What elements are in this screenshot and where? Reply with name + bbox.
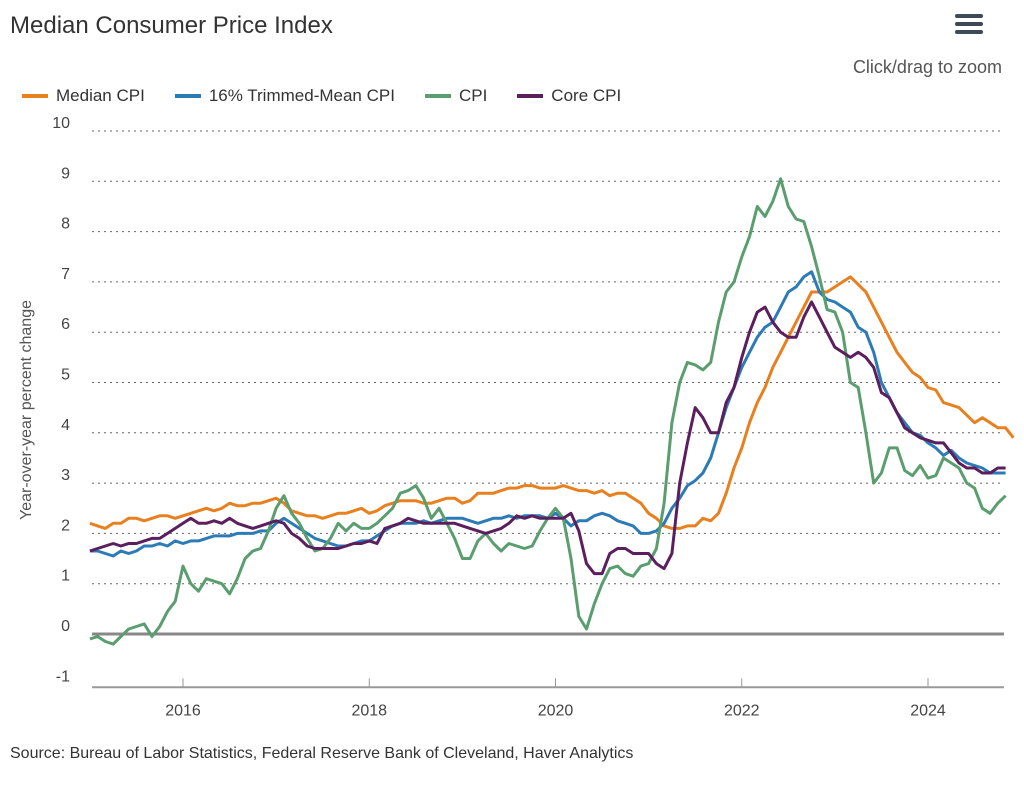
chart-menu-button[interactable] bbox=[955, 14, 983, 38]
chart-legend: Median CPI 16% Trimmed-Mean CPI CPI Core… bbox=[22, 86, 621, 106]
legend-swatch bbox=[22, 94, 48, 98]
hamburger-menu-icon-bar bbox=[955, 30, 983, 34]
hamburger-menu-icon bbox=[955, 14, 983, 18]
x-tick-label: 2022 bbox=[724, 702, 760, 719]
y-tick-label: 9 bbox=[61, 165, 70, 182]
series-core-cpi[interactable] bbox=[89, 300, 1006, 576]
y-tick-label: 2 bbox=[61, 517, 70, 534]
y-tick-label: 7 bbox=[61, 266, 70, 283]
legend-swatch bbox=[174, 94, 201, 98]
x-tick-label: 2016 bbox=[165, 702, 201, 719]
legend-item-cpi[interactable]: CPI bbox=[424, 86, 488, 106]
series-cpi[interactable] bbox=[89, 177, 1007, 646]
y-tick-label: 8 bbox=[61, 216, 70, 233]
y-tick-label: 1 bbox=[61, 568, 70, 585]
legend-item-median-cpi[interactable]: Median CPI bbox=[22, 86, 145, 106]
series-lines bbox=[89, 177, 1015, 646]
zoom-hint: Click/drag to zoom bbox=[852, 57, 1002, 77]
source-note: Source: Bureau of Labor Statistics, Fede… bbox=[10, 745, 634, 762]
legend-item-trimmed-mean-cpi[interactable]: 16% Trimmed-Mean CPI bbox=[174, 86, 395, 106]
y-tick-label: 4 bbox=[61, 417, 70, 434]
y-tick-label: 6 bbox=[61, 316, 70, 333]
y-axis-ticks: -1 0 1 2 3 4 5 6 7 8 9 10 bbox=[52, 115, 70, 685]
series-trimmed-mean-cpi[interactable] bbox=[89, 270, 1006, 558]
y-tick-label: 10 bbox=[52, 115, 70, 132]
y-axis-label: Year-over-year percent change bbox=[18, 300, 35, 520]
x-tick-label: 2024 bbox=[910, 702, 946, 719]
legend-item-core-cpi[interactable]: Core CPI bbox=[517, 86, 621, 106]
chart-title: Median Consumer Price Index bbox=[10, 12, 333, 39]
x-tick-label: 2020 bbox=[538, 702, 574, 719]
x-tick-label: 2018 bbox=[351, 702, 387, 719]
gridlines bbox=[92, 130, 1004, 636]
x-axis: 2016 2018 2020 2022 2024 bbox=[92, 678, 1004, 719]
hamburger-menu-icon-bar bbox=[955, 22, 983, 26]
legend-label: 16% Trimmed-Mean CPI bbox=[208, 86, 395, 105]
y-tick-label: 3 bbox=[61, 467, 70, 484]
legend-swatch bbox=[517, 94, 544, 98]
legend-label: Core CPI bbox=[551, 86, 622, 105]
legend-label: Median CPI bbox=[56, 86, 145, 105]
series-median-cpi[interactable] bbox=[89, 275, 1015, 530]
y-tick-label: 0 bbox=[61, 618, 70, 635]
y-tick-label: -1 bbox=[56, 668, 70, 685]
legend-label: CPI bbox=[458, 86, 488, 105]
legend-swatch bbox=[424, 94, 451, 98]
y-tick-label: 5 bbox=[61, 367, 70, 384]
